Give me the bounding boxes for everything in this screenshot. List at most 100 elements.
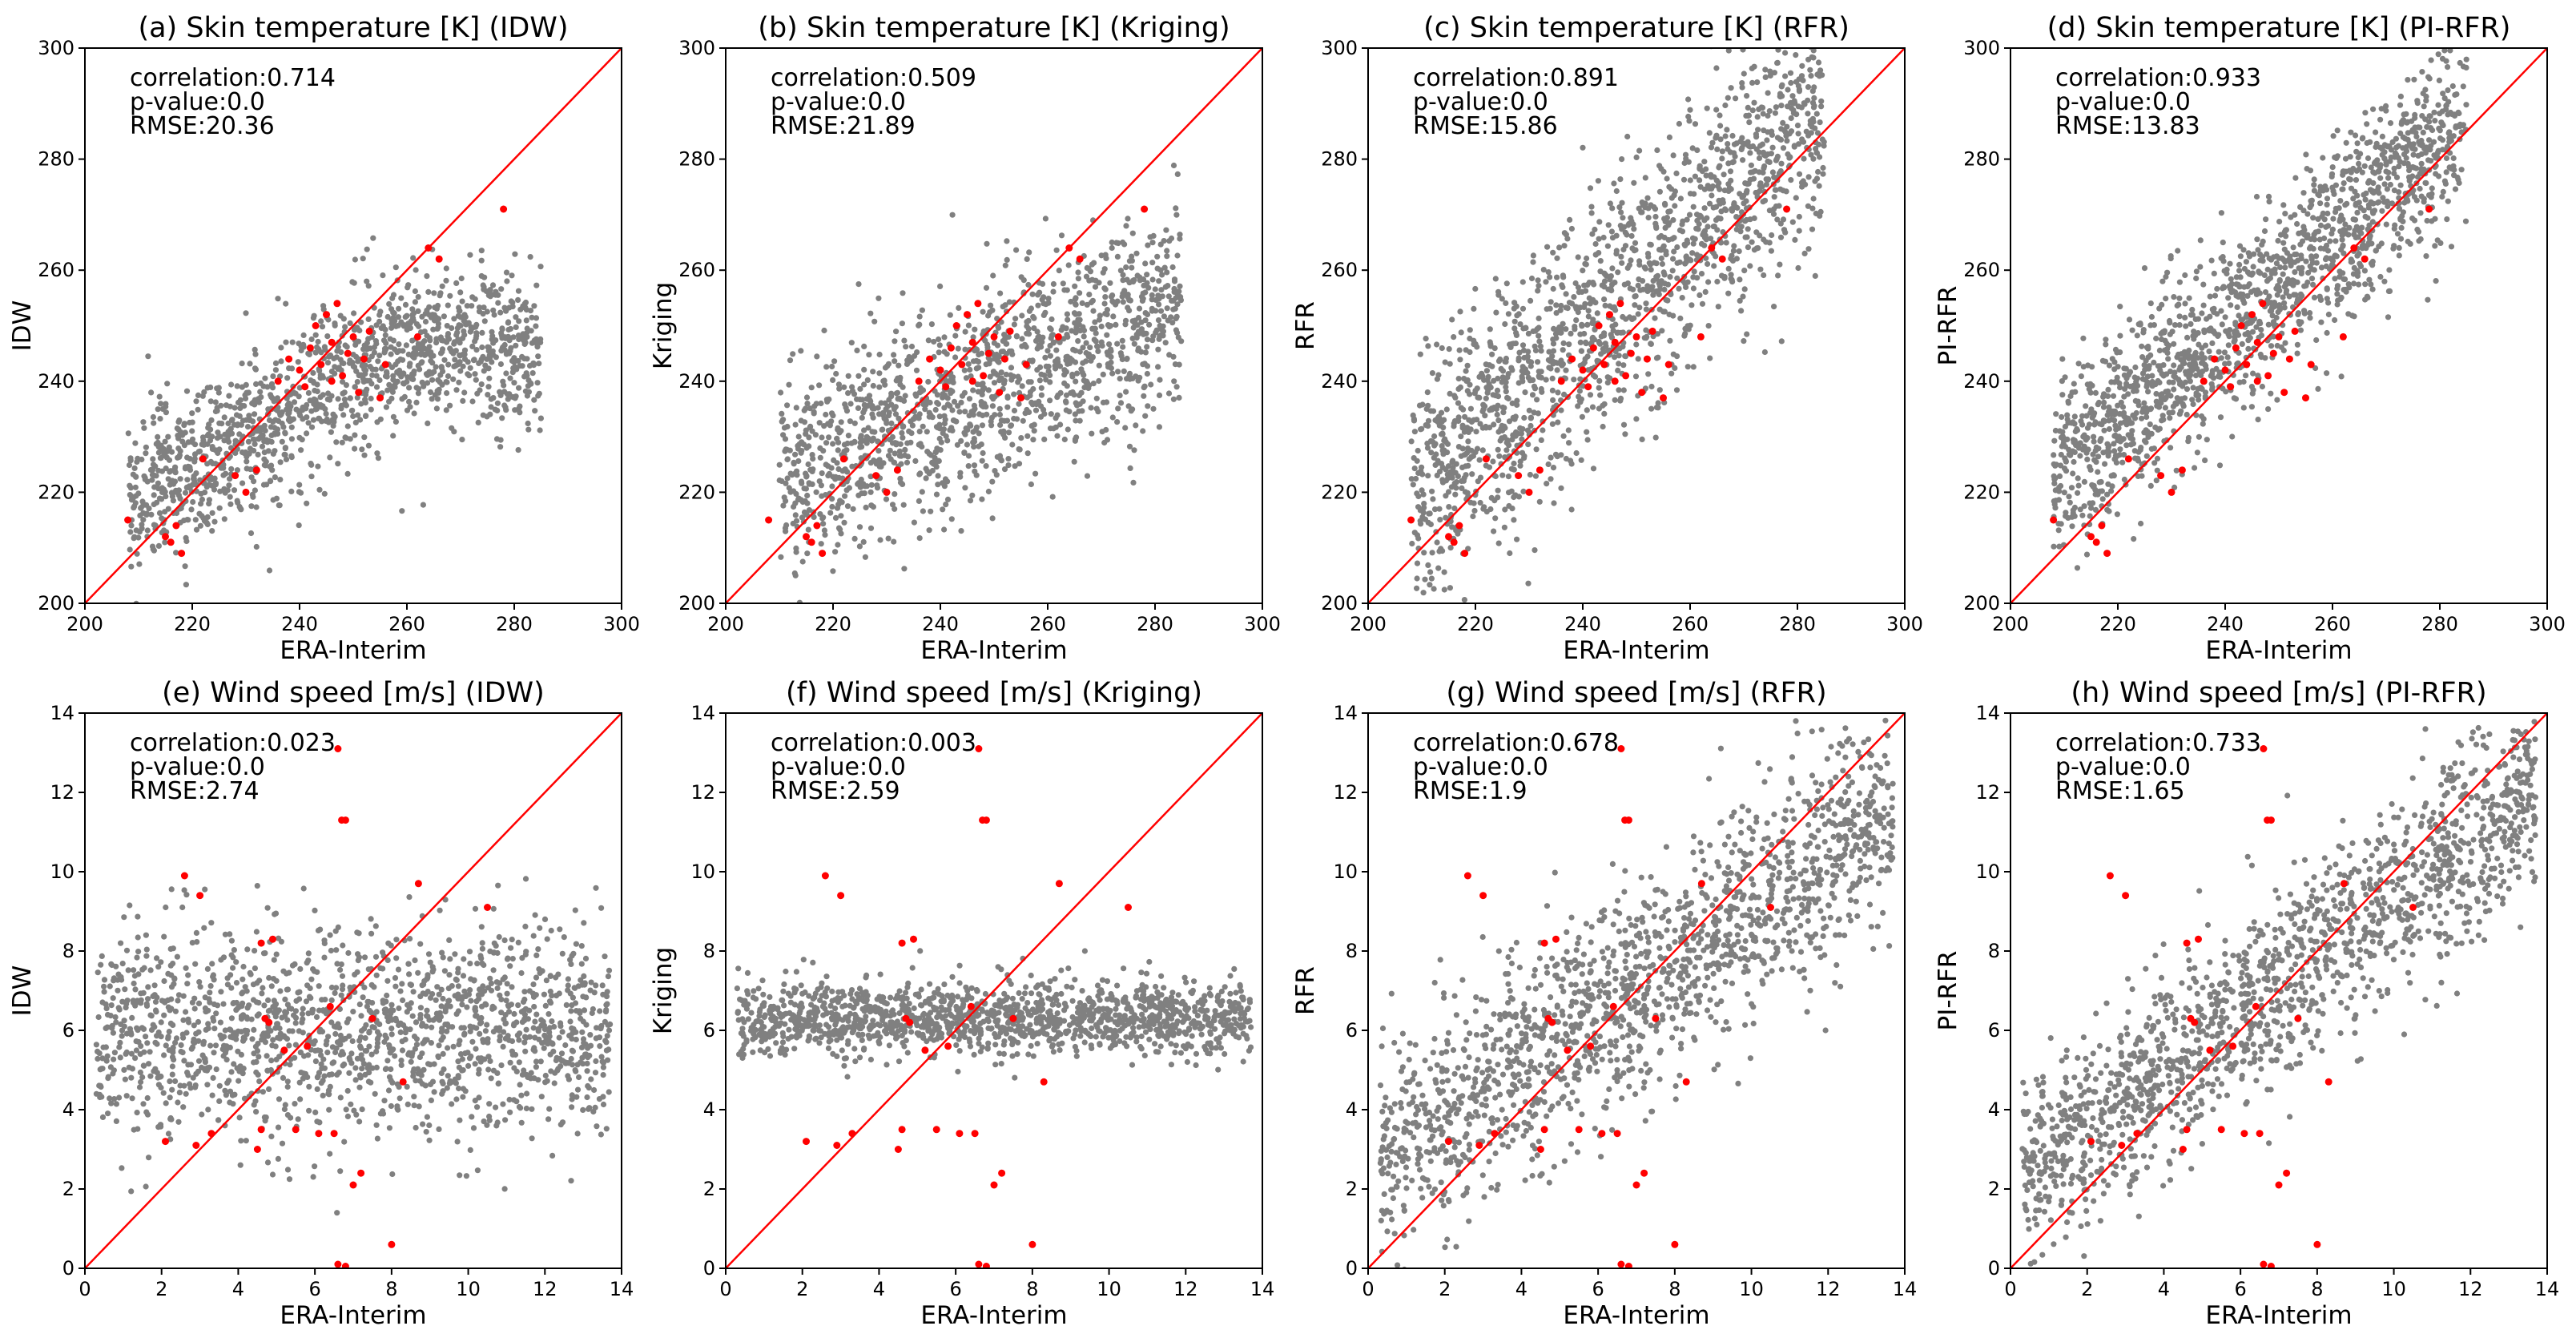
grey-point	[1425, 343, 1431, 349]
grey-point	[1716, 164, 1722, 171]
grey-point	[1801, 250, 1808, 256]
grey-point	[835, 474, 843, 482]
grey-point	[409, 306, 416, 312]
grey-point	[127, 485, 134, 491]
grey-point	[1426, 510, 1432, 517]
grey-point	[1715, 215, 1721, 221]
grey-point	[143, 444, 149, 450]
grey-point	[131, 465, 138, 472]
grey-point	[248, 503, 255, 510]
grey-point	[1580, 268, 1586, 274]
grey-point	[529, 340, 536, 346]
grey-point	[433, 336, 440, 342]
grey-point	[1431, 506, 1439, 513]
grey-point	[204, 521, 211, 528]
grey-point	[1092, 284, 1099, 290]
grey-point	[1509, 437, 1515, 443]
grey-point	[1622, 353, 1628, 359]
grey-point	[1684, 279, 1691, 285]
grey-point	[851, 438, 858, 445]
y-axis-label: Kriging	[649, 282, 678, 369]
grey-point	[310, 417, 317, 423]
grey-point	[439, 283, 445, 289]
grey-point	[1810, 104, 1817, 111]
grey-point	[1737, 191, 1743, 197]
grey-point	[1137, 374, 1143, 381]
grey-point	[1740, 293, 1746, 300]
grey-point	[862, 554, 868, 560]
grey-point	[333, 354, 340, 361]
grey-point	[1543, 279, 1549, 285]
grey-point	[1807, 66, 1813, 73]
grey-point	[262, 427, 268, 434]
grey-point	[965, 322, 972, 328]
grey-point	[1762, 74, 1769, 80]
grey-point	[892, 411, 900, 417]
grey-point	[1126, 308, 1133, 314]
grey-point	[1635, 311, 1641, 317]
grey-point	[1491, 421, 1497, 428]
grey-point	[962, 328, 968, 335]
grey-point	[1464, 445, 1471, 452]
grey-point	[1698, 271, 1705, 277]
grey-point	[1160, 328, 1166, 335]
grey-point	[1651, 204, 1657, 211]
grey-point	[1749, 169, 1756, 175]
grey-point	[479, 329, 485, 336]
grey-point	[1568, 330, 1574, 337]
grey-point	[984, 411, 990, 417]
grey-point	[2423, 98, 2429, 104]
red-point	[1648, 327, 1656, 335]
grey-point	[1624, 133, 1631, 140]
grey-point	[335, 344, 341, 350]
grey-point	[1549, 375, 1556, 381]
grey-point	[996, 453, 1004, 459]
grey-point	[1095, 348, 1101, 354]
grey-point	[252, 346, 258, 353]
grey-point	[444, 323, 450, 329]
grey-point	[266, 567, 273, 574]
grey-point	[950, 379, 956, 385]
grey-point	[1795, 264, 1801, 272]
y-tick-label: 240	[38, 370, 74, 393]
grey-point	[1494, 387, 1501, 393]
grey-point	[949, 407, 956, 413]
grey-point	[288, 403, 294, 409]
grey-point	[2236, 268, 2243, 274]
grey-point	[529, 314, 535, 320]
grey-point	[223, 470, 229, 477]
red-point	[1022, 361, 1030, 369]
grey-point	[1120, 272, 1126, 278]
grey-point	[352, 445, 358, 452]
grey-point	[961, 389, 968, 396]
grey-point	[1438, 546, 1444, 552]
grey-point	[873, 461, 879, 467]
grey-point	[2432, 118, 2438, 124]
grey-point	[1559, 282, 1565, 288]
grey-point	[1439, 479, 1447, 486]
grey-point	[1495, 429, 1502, 435]
grey-point	[1571, 294, 1577, 300]
grey-point	[1780, 216, 1787, 223]
grey-point	[1433, 451, 1439, 457]
grey-point	[919, 443, 925, 450]
grey-point	[1588, 204, 1595, 210]
grey-point	[296, 522, 302, 529]
grey-point	[411, 345, 418, 352]
grey-point	[382, 326, 388, 332]
grey-point	[1020, 417, 1026, 424]
red-point	[1568, 355, 1576, 363]
grey-point	[779, 478, 785, 485]
grey-point	[413, 399, 420, 405]
grey-point	[187, 456, 193, 462]
grey-point	[1532, 473, 1539, 479]
grey-point	[1667, 208, 1673, 215]
grey-point	[1131, 447, 1137, 453]
grey-point	[1521, 453, 1527, 459]
grey-point	[913, 393, 920, 399]
grey-point	[262, 375, 268, 381]
red-point	[381, 361, 389, 369]
grey-point	[1053, 247, 1060, 253]
grey-point	[819, 470, 825, 477]
grey-point	[1036, 377, 1043, 384]
